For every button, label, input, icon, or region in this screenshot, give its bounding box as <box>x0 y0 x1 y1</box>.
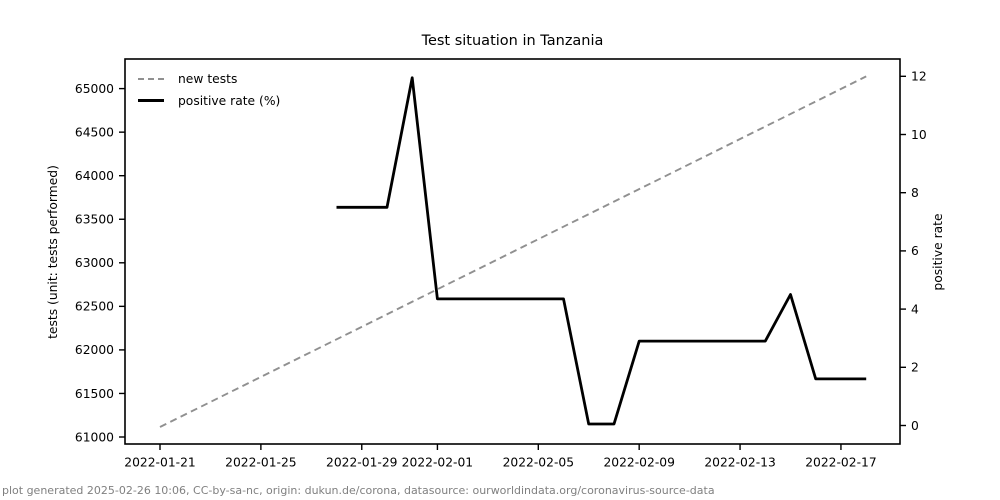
left-axis-ticks: 61000 61500 62000 62500 63000 63500 64000 64500… <box>75 82 125 444</box>
right-tick-label: 2 <box>911 361 919 375</box>
left-y-axis-label: tests (unit: tests performed) <box>46 165 60 339</box>
right-tick-label: 0 <box>911 419 919 433</box>
footer-note: plot generated 2025-02-26 10:06, CC-by-s… <box>2 484 715 497</box>
solid-line-swatch-icon <box>138 99 164 102</box>
right-tick-label: 10 <box>911 128 927 142</box>
chart-title: Test situation in Tanzania <box>421 33 604 49</box>
left-tick-label: 64000 <box>75 169 114 183</box>
x-tick-label: 2022-01-29 <box>326 456 397 470</box>
right-axis-ticks: 0 2 4 6 8 10 12 <box>900 70 927 433</box>
x-tick-label: 2022-02-17 <box>805 456 876 470</box>
x-tick-label: 2022-02-13 <box>704 456 775 470</box>
right-tick-label: 12 <box>911 70 927 84</box>
left-tick-label: 64500 <box>75 125 114 139</box>
dashed-line-swatch-icon <box>138 77 164 80</box>
legend-label-positive-rate: positive rate (%) <box>178 93 281 108</box>
series-lines <box>159 75 867 428</box>
left-tick-label: 63000 <box>75 256 114 270</box>
x-tick-label: 2022-01-21 <box>124 456 195 470</box>
left-tick-label: 62500 <box>75 300 114 314</box>
right-y-axis-label: positive rate <box>931 213 945 291</box>
new-tests-line <box>159 75 867 428</box>
left-tick-label: 61000 <box>75 430 114 444</box>
left-tick-label: 63500 <box>75 213 114 227</box>
x-tick-label: 2022-01-25 <box>225 456 296 470</box>
legend-label-new-tests: new tests <box>178 71 238 86</box>
legend-item-new-tests: new tests <box>138 68 280 89</box>
x-axis-ticks: 2022-01-21 2022-01-25 2022-01-29 2022-02-01… <box>124 444 877 470</box>
x-tick-label: 2022-02-05 <box>503 456 574 470</box>
legend-item-positive-rate: positive rate (%) <box>138 90 280 111</box>
positive-rate-line <box>336 76 867 426</box>
right-tick-label: 6 <box>911 244 919 258</box>
right-tick-label: 8 <box>911 186 919 200</box>
x-tick-label: 2022-02-01 <box>402 456 473 470</box>
left-tick-label: 62000 <box>75 343 114 357</box>
x-tick-label: 2022-02-09 <box>603 456 674 470</box>
left-tick-label: 65000 <box>75 82 114 96</box>
left-tick-label: 61500 <box>75 387 114 401</box>
legend: new tests positive rate (%) <box>138 68 280 112</box>
right-tick-label: 4 <box>911 302 919 316</box>
